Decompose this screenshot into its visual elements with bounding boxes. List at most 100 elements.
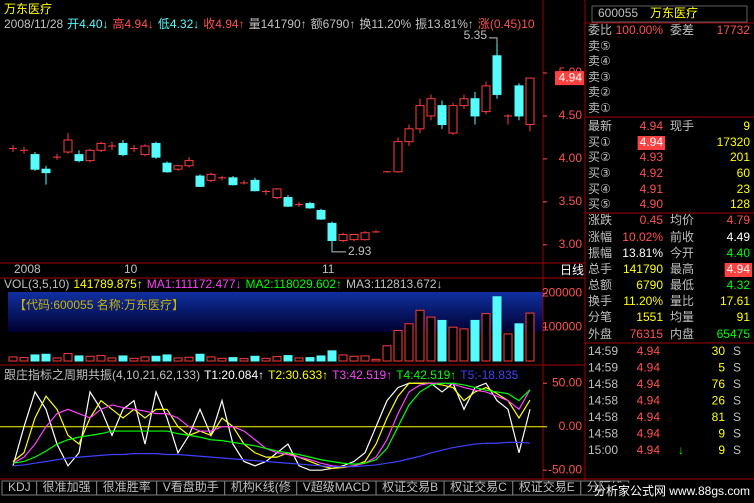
volume-bar <box>239 358 249 362</box>
last-price: 4.94 <box>559 70 583 84</box>
quote-cell: 量比 <box>670 294 694 308</box>
candle-body <box>514 85 524 117</box>
tick-arrow: ↓ <box>678 443 684 457</box>
volume-bar <box>261 357 271 362</box>
date-label: 10 <box>124 262 138 276</box>
quote-cell: 前收 <box>670 229 694 244</box>
volume-bar <box>96 355 106 362</box>
quote-cell: 涨跌 <box>588 212 612 227</box>
quote-highlight <box>637 136 665 150</box>
quote-cell: 91 <box>737 310 751 324</box>
quote-cell: 委差 <box>670 23 694 37</box>
volume-bar <box>316 355 326 362</box>
quote-cell: 4.90 <box>640 197 664 211</box>
tick-time: 14:58 <box>588 394 618 408</box>
tick-side: S <box>733 361 741 375</box>
volume-bar <box>162 354 172 362</box>
volume-bar <box>206 356 216 362</box>
candle-body <box>151 142 161 158</box>
y-tick-label: -50.00 <box>548 462 582 476</box>
indicator-line <box>12 382 531 470</box>
tab-label[interactable]: KDJ <box>8 480 31 494</box>
quote-cell: 4.40 <box>727 246 751 260</box>
annotation-leader <box>331 250 346 253</box>
y-tick-label: 100000 <box>542 319 582 333</box>
tick-vol: 81 <box>712 410 726 424</box>
tab-label[interactable]: V超级MACD <box>303 479 371 494</box>
quote-cell: 买④ <box>588 182 611 196</box>
quote-cell: 内盘 <box>670 326 694 341</box>
quote-cell: 4.94 <box>727 262 751 276</box>
candle-body <box>283 197 293 207</box>
header-item: 额6790↑ <box>311 17 356 31</box>
tick-side: S <box>733 427 741 441</box>
stock-title: 万东医疗 <box>4 2 52 16</box>
quote-cell: 买⑤ <box>588 197 611 211</box>
candle-body <box>162 162 172 173</box>
candle-body <box>206 173 216 181</box>
candle-body <box>41 168 51 174</box>
quote-cell: 23 <box>737 182 751 196</box>
date-label: 11 <box>322 262 335 276</box>
quote-cell: 6790 <box>636 278 663 292</box>
header-item: 量141790↑ <box>249 17 307 31</box>
volume-bar <box>393 330 403 362</box>
volume-bar <box>250 355 260 362</box>
quote-cell: 17.61 <box>720 294 750 308</box>
quote-cell: 0.45 <box>640 213 664 227</box>
quote-cell: 4.79 <box>727 213 751 227</box>
volume-bar <box>525 312 535 362</box>
quote-cell: 13.81% <box>622 246 663 260</box>
tick-price: 4.94 <box>637 410 661 424</box>
tab-label[interactable]: 机构K线(修 <box>231 479 291 494</box>
candle-body <box>338 234 348 242</box>
quote-cell: 最高 <box>670 261 694 276</box>
candle-body <box>525 77 535 126</box>
volume-bar <box>415 309 425 362</box>
quote-cell: 卖② <box>588 85 611 99</box>
quote-cell: 1551 <box>636 310 663 324</box>
quote-cell: 振幅 <box>588 245 612 260</box>
header-item: 涨(0.45)10 <box>478 16 535 31</box>
header-item: 高4.94↓ <box>113 16 154 31</box>
tab-label[interactable]: 权证交易E <box>519 479 575 494</box>
tick-time: 14:58 <box>588 410 618 424</box>
tick-side: S <box>733 394 741 408</box>
volume-bar <box>305 357 315 362</box>
quote-cell: 现手 <box>670 119 694 133</box>
header-item: T4:42.519↑ <box>396 368 456 382</box>
quote-cell: 分笔 <box>588 309 612 324</box>
header-item: 振13.81%↑ <box>415 17 474 31</box>
volume-bar <box>481 313 491 362</box>
tab-label[interactable]: 很准胜率 <box>103 479 151 494</box>
quote-cell: 9 <box>743 119 750 133</box>
candle-body <box>305 203 315 209</box>
indicator-line <box>12 382 531 465</box>
volume-bar <box>338 354 348 362</box>
tab-label[interactable]: 很准加强 <box>43 480 91 494</box>
volume-bar <box>503 333 513 362</box>
min-label: 2.93 <box>348 244 372 258</box>
date-bar <box>0 263 543 278</box>
quote-cell: 128 <box>730 197 750 211</box>
tick-time: 14:59 <box>588 361 618 375</box>
header-item: 2008/11/28 <box>4 17 63 31</box>
tick-vol: 30 <box>712 344 726 358</box>
quote-cell: 11.20% <box>623 294 663 308</box>
volume-bar <box>426 316 436 362</box>
tick-side: S <box>733 344 741 358</box>
code-box <box>591 5 748 23</box>
tab-label[interactable]: 权证交易C <box>450 479 507 494</box>
volume-bar <box>151 355 161 362</box>
candle-body <box>96 142 106 151</box>
quote-cell: 4.93 <box>640 150 664 164</box>
tick-price: 4.94 <box>637 344 661 358</box>
candle-body <box>437 105 447 126</box>
volume-bar <box>118 355 128 362</box>
tab-label[interactable]: 权证交易B <box>382 479 438 494</box>
indicator-line <box>12 441 531 468</box>
quote-cell: 卖① <box>588 101 611 115</box>
tab-label[interactable]: V看盘助手 <box>163 479 219 494</box>
quote-cell: 17320 <box>717 135 751 149</box>
